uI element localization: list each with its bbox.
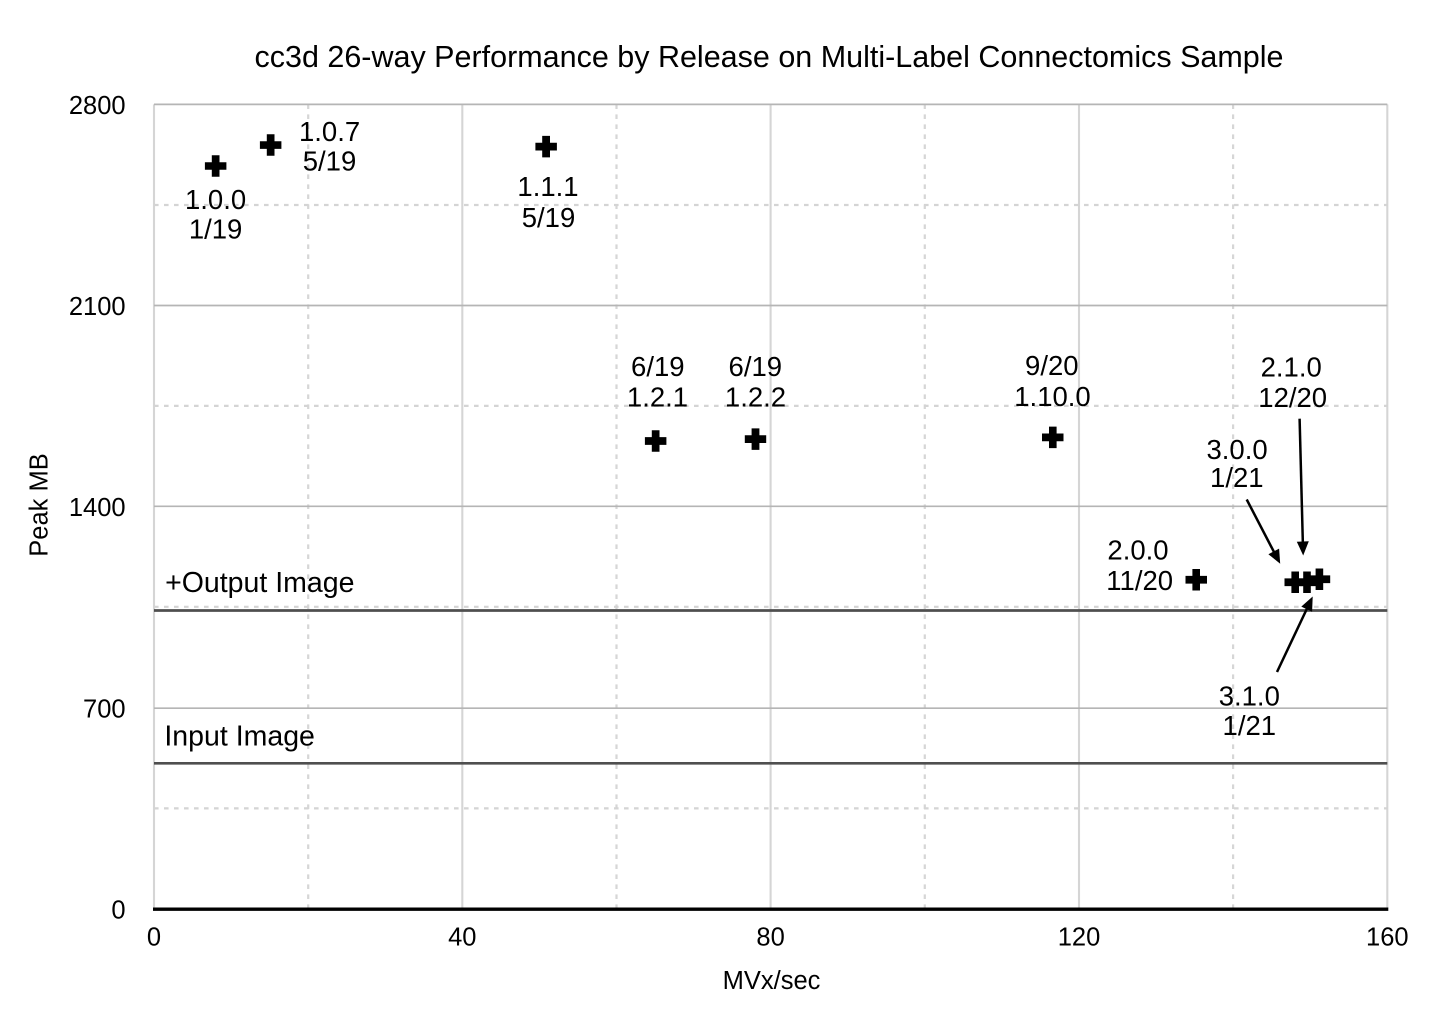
svg-text:Peak MB: Peak MB — [26, 453, 54, 556]
svg-text:6/19: 6/19 — [631, 351, 685, 382]
svg-text:1/21: 1/21 — [1223, 710, 1277, 741]
svg-text:5/19: 5/19 — [303, 146, 357, 177]
svg-text:1.2.1: 1.2.1 — [627, 382, 688, 413]
svg-text:1400: 1400 — [69, 494, 126, 522]
svg-text:12/20: 12/20 — [1258, 382, 1327, 413]
svg-text:80: 80 — [756, 924, 784, 952]
svg-text:1/21: 1/21 — [1210, 462, 1264, 493]
svg-text:700: 700 — [83, 696, 126, 724]
svg-text:MVx/sec: MVx/sec — [723, 967, 821, 995]
svg-text:5/19: 5/19 — [522, 202, 576, 233]
svg-text:1.0.7: 1.0.7 — [299, 116, 360, 147]
svg-text:2.1.0: 2.1.0 — [1261, 351, 1322, 382]
svg-text:+Output Image: +Output Image — [165, 567, 354, 599]
svg-text:2800: 2800 — [69, 92, 126, 120]
svg-text:3.0.0: 3.0.0 — [1207, 434, 1268, 465]
svg-text:6/19: 6/19 — [729, 351, 783, 382]
svg-text:cc3d 26-way Performance by Rel: cc3d 26-way Performance by Release on Mu… — [254, 40, 1283, 74]
svg-text:0: 0 — [147, 924, 161, 952]
svg-text:160: 160 — [1366, 924, 1409, 952]
svg-text:0: 0 — [111, 897, 125, 925]
svg-text:1.1.1: 1.1.1 — [517, 171, 578, 202]
svg-text:2.0.0: 2.0.0 — [1107, 535, 1168, 566]
svg-text:11/20: 11/20 — [1106, 565, 1173, 596]
svg-text:Input Image: Input Image — [164, 721, 315, 753]
svg-text:9/20: 9/20 — [1025, 350, 1079, 381]
svg-text:1.0.0: 1.0.0 — [185, 184, 246, 215]
svg-text:120: 120 — [1058, 924, 1101, 952]
svg-text:2100: 2100 — [69, 293, 126, 321]
svg-text:3.1.0: 3.1.0 — [1219, 680, 1280, 711]
svg-text:40: 40 — [448, 924, 476, 952]
svg-text:1.2.2: 1.2.2 — [725, 382, 786, 413]
svg-text:1/19: 1/19 — [189, 214, 243, 245]
svg-text:1.10.0: 1.10.0 — [1014, 381, 1090, 412]
